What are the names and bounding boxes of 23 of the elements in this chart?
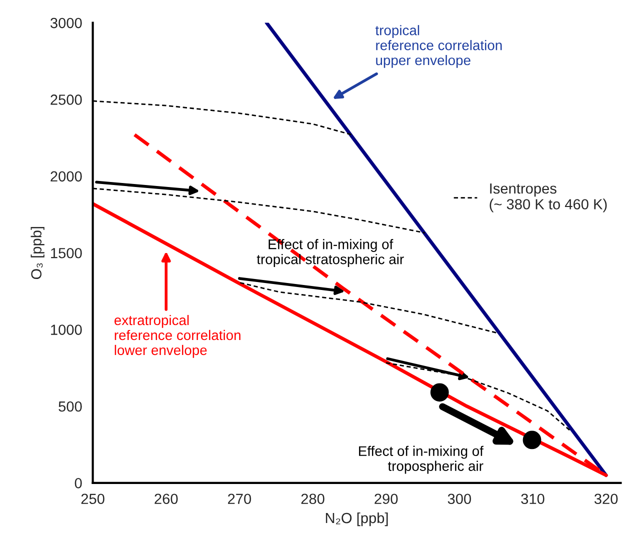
y-tick-label: 1000	[51, 324, 82, 335]
x-tick-label: 260	[154, 494, 178, 504]
y-tick-label: 500	[58, 401, 82, 412]
annotation: Effect of in-mixing of tropospheric air	[359, 446, 484, 474]
y-tick-label: 0	[74, 478, 82, 488]
y-tick-label: 3000	[50, 18, 82, 28]
annotation: extratropical reference correlation lower envelope	[114, 314, 240, 358]
x-tick-label: 280	[301, 494, 324, 504]
y-tick-label: 2000	[50, 171, 82, 182]
x-axis-title: N₂O [ppb]	[326, 512, 388, 526]
x-tick-label: 290	[374, 494, 398, 504]
legend-label: Isentropes (~ 380 K to 460 K)	[490, 184, 607, 212]
annotation: Effect of in-mixing of tropical stratospheric air	[256, 239, 404, 267]
x-tick-label: 320	[594, 494, 618, 504]
annotation: tropical reference correlation upper envelope	[375, 25, 502, 68]
x-tick-label: 310	[521, 494, 544, 504]
x-tick-label: 250	[81, 494, 104, 504]
x-tick-label: 300	[448, 494, 472, 504]
y-axis-title: O₃ [ppb]	[30, 226, 44, 280]
y-tick-label: 1500	[51, 248, 82, 258]
y-tick-label: 2500	[50, 94, 82, 105]
line-series	[239, 282, 498, 334]
x-tick-label: 270	[228, 494, 252, 504]
